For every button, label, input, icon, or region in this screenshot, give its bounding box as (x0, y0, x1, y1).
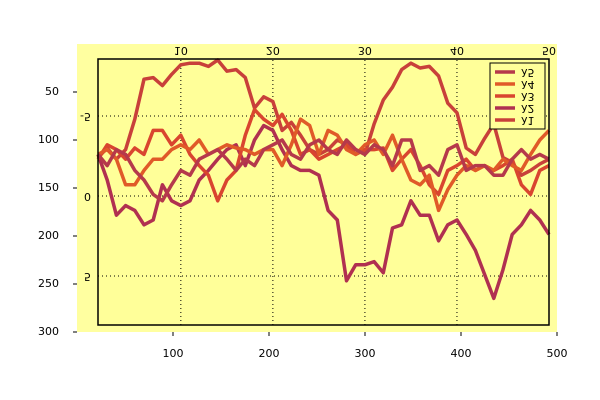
y-tick-label: 5 (84, 270, 91, 283)
y-tick-label: 150 (38, 181, 59, 194)
y-tick-label: 300 (38, 325, 59, 338)
x-tick-label: 30 (358, 44, 372, 57)
x-tick-label: 300 (355, 347, 376, 360)
legend-label: λ5 (521, 66, 535, 79)
y-tick-label: 250 (38, 277, 59, 290)
y-tick-label: 200 (38, 229, 59, 242)
x-tick-label: 200 (259, 347, 280, 360)
y-tick-label: -5 (80, 110, 91, 123)
series-line (96, 58, 550, 177)
y-tick-label: 50 (45, 85, 59, 98)
legend-label: λ2 (521, 102, 535, 115)
y-tick-label: 100 (38, 133, 59, 146)
x-tick-label: 40 (450, 44, 464, 57)
x-tick-label: 20 (266, 44, 280, 57)
y-tick-label: 0 (84, 190, 91, 203)
series-line (96, 123, 551, 301)
x-tick-label: 500 (547, 347, 568, 360)
x-tick-label: 400 (451, 347, 472, 360)
x-tick-label: 100 (163, 347, 184, 360)
legend-label: λ3 (521, 90, 535, 103)
plot-frame (97, 58, 550, 326)
x-tick-label: 10 (174, 44, 188, 57)
x-tick-label: 50 (542, 44, 556, 57)
legend-label: λ1 (521, 114, 535, 127)
series-line (96, 138, 550, 203)
legend-label: λ4 (521, 78, 535, 91)
